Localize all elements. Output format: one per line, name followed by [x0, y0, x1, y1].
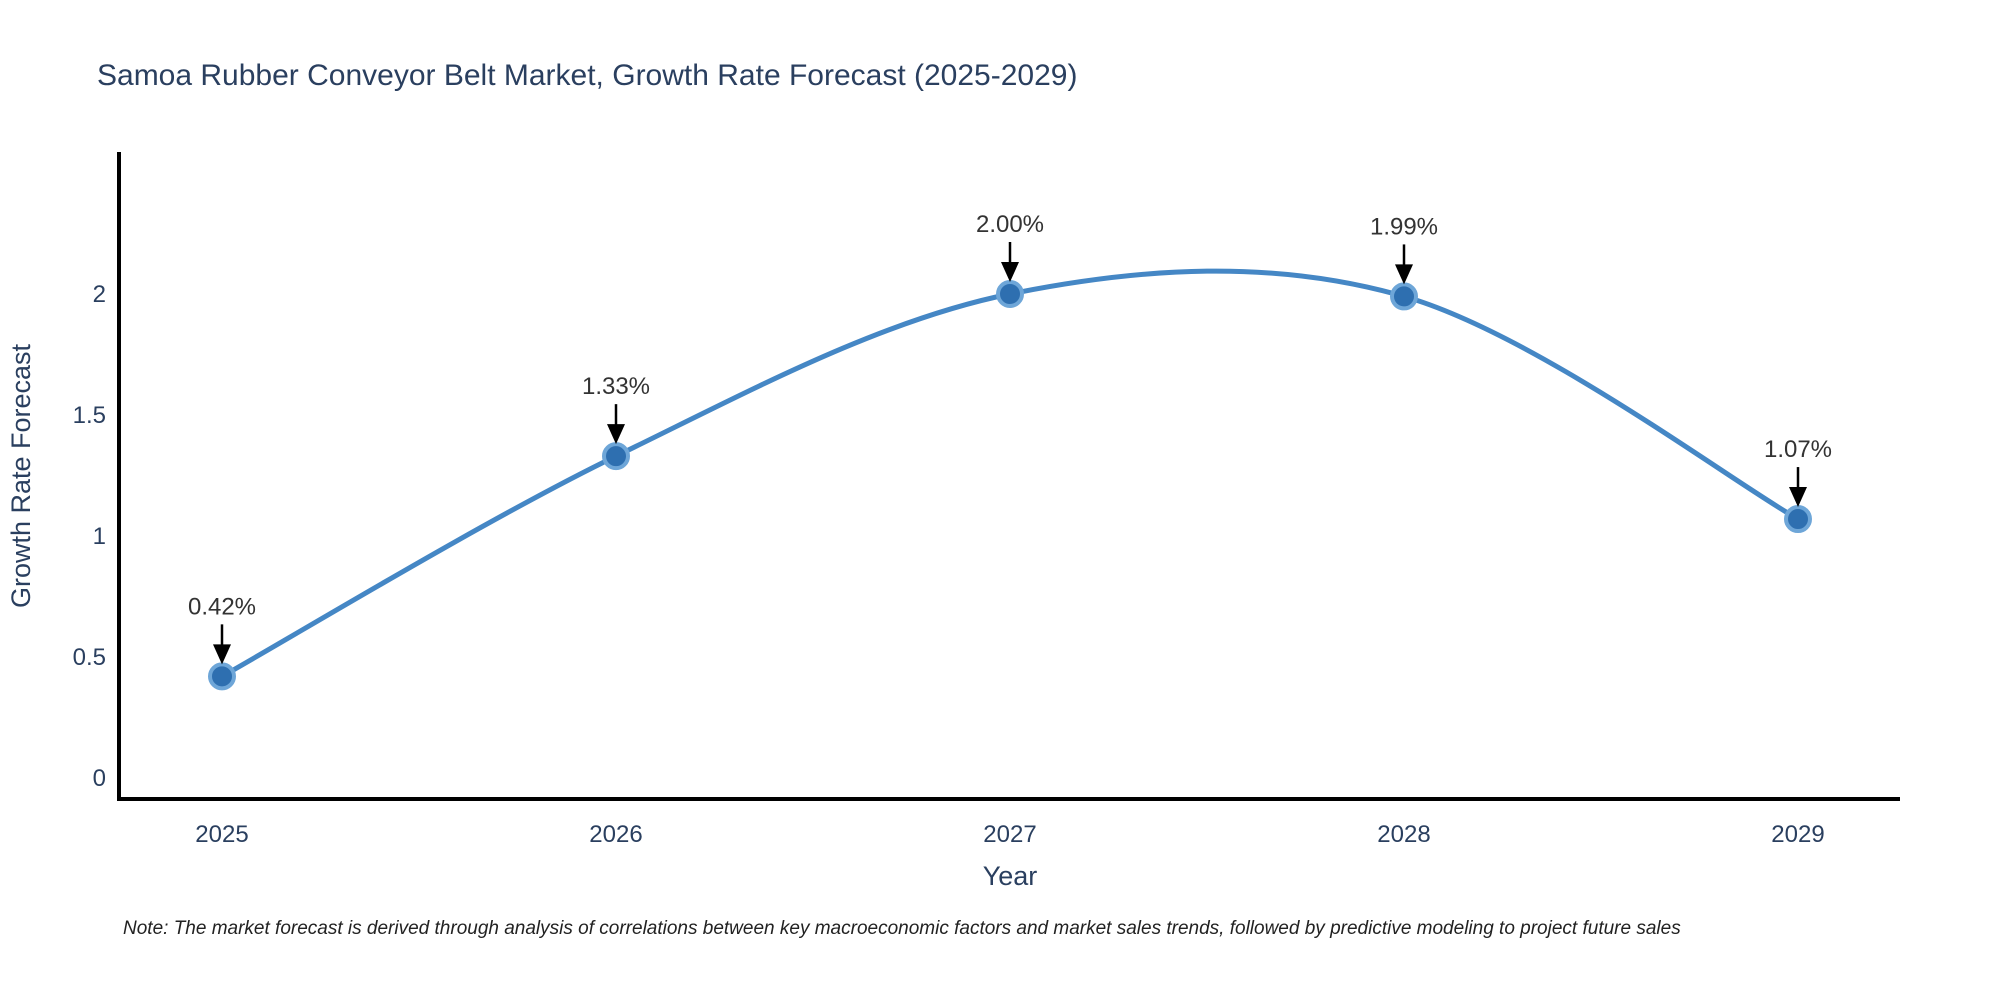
y-tick-label: 1 — [93, 523, 106, 550]
x-tick-labels: 2025 2026 2027 2028 2029 — [195, 821, 1824, 848]
footnote: Note: The market forecast is derived thr… — [123, 918, 1681, 939]
y-tick-label: 0.5 — [73, 644, 106, 671]
data-point-marker — [996, 280, 1024, 308]
annotation-arrow-head — [1395, 264, 1413, 285]
series-spline-line — [219, 268, 1801, 679]
annotation-arrow-head — [1789, 487, 1807, 508]
x-tick-label: 2027 — [983, 821, 1036, 848]
data-point-markers — [208, 280, 1812, 691]
data-point-marker — [1784, 505, 1812, 534]
point-annotations: 0.42% 1.33% 2.00% 1.99% 1.07% — [188, 211, 1832, 665]
x-axis-title: Year — [983, 861, 1038, 891]
point-annotation-label: 2.00% — [976, 211, 1044, 238]
series-line-path — [219, 268, 1801, 679]
point-annotation-label: 1.33% — [582, 373, 650, 400]
y-tick-label: 0 — [93, 765, 106, 792]
annotation-arrow-head — [1001, 262, 1019, 282]
y-tick-label: 2 — [93, 281, 106, 308]
point-annotation-label: 0.42% — [188, 593, 256, 620]
chart-title: Samoa Rubber Conveyor Belt Market, Growt… — [97, 59, 1077, 92]
data-point-marker — [1390, 282, 1418, 311]
x-tick-label: 2028 — [1377, 821, 1430, 848]
x-tick-label: 2025 — [195, 821, 248, 848]
y-axis-title: Growth Rate Forecast — [6, 343, 36, 608]
annotation-arrow-head — [213, 644, 231, 665]
y-tick-label: 1.5 — [73, 402, 106, 429]
point-annotation-label: 1.07% — [1764, 436, 1832, 463]
point-annotation-label: 1.99% — [1370, 213, 1438, 240]
data-point-marker — [208, 662, 236, 691]
axis-spines — [117, 152, 1900, 801]
annotation-arrow-head — [607, 424, 625, 445]
x-tick-label: 2026 — [589, 821, 642, 848]
data-point-marker — [602, 442, 630, 471]
y-tick-labels: 0 0.5 1 1.5 2 — [73, 281, 106, 792]
x-tick-label: 2029 — [1771, 821, 1824, 848]
